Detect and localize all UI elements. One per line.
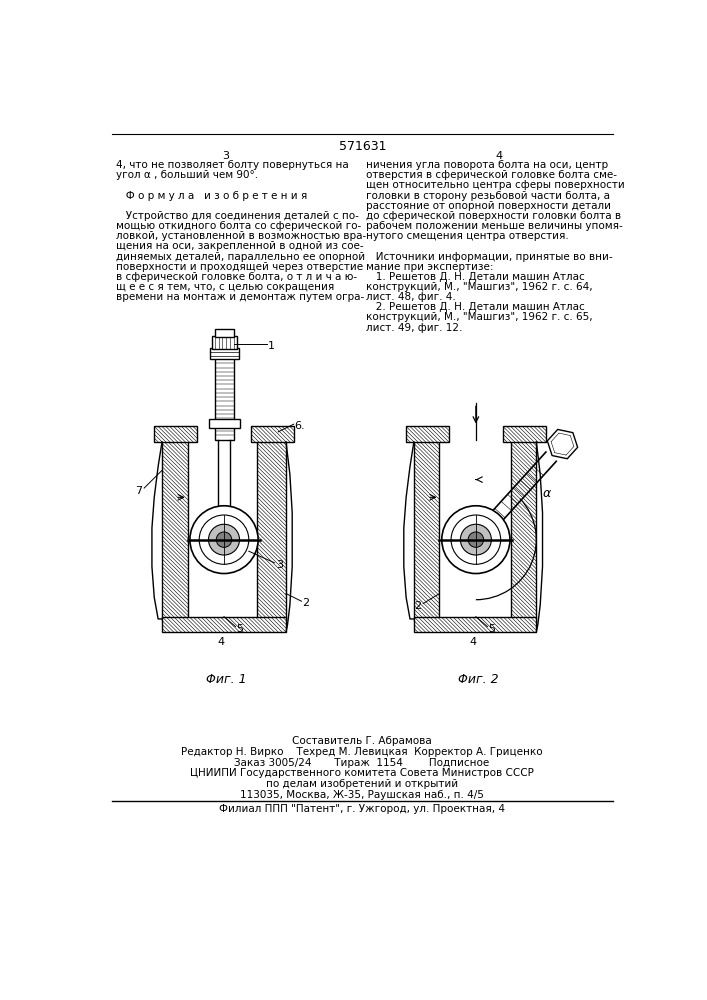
Text: щен относительно центра сферы поверхности: щен относительно центра сферы поверхност… — [366, 180, 624, 190]
Text: головки в сторону резьбовой части болта, а: головки в сторону резьбовой части болта,… — [366, 191, 610, 201]
Text: мощью откидного болта со сферической го-: мощью откидного болта со сферической го- — [115, 221, 361, 231]
Text: ЦНИИПИ Государственного комитета Совета Министров СССР: ЦНИИПИ Государственного комитета Совета … — [190, 768, 534, 778]
Text: 1. Решетов Д. Н. Детали машин Атлас: 1. Решетов Д. Н. Детали машин Атлас — [366, 272, 585, 282]
Text: Филиал ППП "Патент", г. Ужгород, ул. Проектная, 4: Филиал ППП "Патент", г. Ужгород, ул. Про… — [219, 804, 505, 814]
Text: ничения угла поворота болта на оси, центр: ничения угла поворота болта на оси, цент… — [366, 160, 608, 170]
Text: 7: 7 — [135, 486, 142, 496]
Polygon shape — [215, 329, 234, 337]
Polygon shape — [251, 426, 293, 442]
Polygon shape — [414, 617, 537, 632]
Text: нутого смещения центра отверстия.: нутого смещения центра отверстия. — [366, 231, 568, 241]
Text: в сферической головке болта, о т л и ч а ю-: в сферической головке болта, о т л и ч а… — [115, 272, 356, 282]
Text: 4: 4 — [496, 151, 503, 161]
Text: Φиг. 2: Φиг. 2 — [458, 673, 498, 686]
Circle shape — [209, 524, 240, 555]
Text: 4: 4 — [218, 637, 225, 647]
Polygon shape — [414, 440, 440, 620]
Polygon shape — [257, 440, 286, 628]
Text: отверстия в сферической головке болта сме-: отверстия в сферической головке болта см… — [366, 170, 617, 180]
Text: 2. Решетов Д. Н. Детали машин Атлас: 2. Решетов Д. Н. Детали машин Атлас — [366, 302, 585, 312]
Text: 1: 1 — [268, 341, 275, 351]
Polygon shape — [406, 426, 449, 442]
Polygon shape — [510, 440, 537, 628]
Text: 2: 2 — [414, 601, 421, 611]
Text: α: α — [542, 487, 551, 500]
Text: конструкций, М., "Машгиз", 1962 г. с. 65,: конструкций, М., "Машгиз", 1962 г. с. 65… — [366, 312, 592, 322]
Text: 3: 3 — [222, 151, 229, 161]
Text: диняемых деталей, параллельно ее опорной: диняемых деталей, параллельно ее опорной — [115, 252, 365, 262]
Circle shape — [468, 532, 484, 547]
Text: Редактор Н. Вирко    Техред М. Левицкая  Корректор А. Гриценко: Редактор Н. Вирко Техред М. Левицкая Кор… — [181, 747, 543, 757]
Text: времени на монтаж и демонтаж путем огра-: времени на монтаж и демонтаж путем огра- — [115, 292, 363, 302]
Polygon shape — [154, 426, 197, 442]
Polygon shape — [210, 348, 239, 359]
Text: конструкций, М., "Машгиз", 1962 г. с. 64,: конструкций, М., "Машгиз", 1962 г. с. 64… — [366, 282, 592, 292]
Text: 5: 5 — [489, 624, 496, 634]
Text: лист. 49, фиг. 12.: лист. 49, фиг. 12. — [366, 323, 462, 333]
Text: мание при экспертизе:: мание при экспертизе: — [366, 262, 493, 272]
Text: Заказ 3005/24       Тираж  1154        Подписное: Заказ 3005/24 Тираж 1154 Подписное — [234, 758, 489, 768]
Text: 6.: 6. — [295, 421, 305, 431]
Text: Устройство для соединения деталей с по-: Устройство для соединения деталей с по- — [115, 211, 358, 221]
Text: 3: 3 — [276, 560, 283, 570]
Polygon shape — [162, 617, 286, 632]
Circle shape — [460, 524, 491, 555]
Polygon shape — [209, 419, 240, 428]
Text: 2: 2 — [303, 598, 310, 608]
Text: по делам изобретений и открытий: по делам изобретений и открытий — [266, 779, 458, 789]
Polygon shape — [211, 336, 237, 349]
Text: поверхности и проходящей через отверстие: поверхности и проходящей через отверстие — [115, 262, 363, 272]
Text: рабочем положении меньше величины упомя-: рабочем положении меньше величины упомя- — [366, 221, 623, 231]
Text: ловкой, установленной в возможностью вра-: ловкой, установленной в возможностью вра… — [115, 231, 366, 241]
Circle shape — [442, 506, 510, 574]
Text: Составитель Г. Абрамова: Составитель Г. Абрамова — [292, 736, 432, 746]
Circle shape — [190, 506, 258, 574]
Polygon shape — [547, 429, 578, 459]
Text: щения на оси, закрепленной в одной из сое-: щения на оси, закрепленной в одной из со… — [115, 241, 363, 251]
Text: Φиг. 1: Φиг. 1 — [206, 673, 247, 686]
Text: щ е е с я тем, что, с целью сокращения: щ е е с я тем, что, с целью сокращения — [115, 282, 334, 292]
Text: 4, что не позволяет болту повернуться на: 4, что не позволяет болту повернуться на — [115, 160, 349, 170]
Text: Ф о р м у л а   и з о б р е т е н и я: Ф о р м у л а и з о б р е т е н и я — [115, 191, 307, 201]
Circle shape — [216, 532, 232, 547]
Text: лист. 48, фиг. 4.: лист. 48, фиг. 4. — [366, 292, 455, 302]
Text: 5: 5 — [236, 624, 243, 634]
Text: расстояние от опорной поверхности детали: расстояние от опорной поверхности детали — [366, 201, 611, 211]
Text: до сферической поверхности головки болта в: до сферической поверхности головки болта… — [366, 211, 621, 221]
Text: Источники информации, принятые во вни-: Источники информации, принятые во вни- — [366, 252, 612, 262]
Text: угол α , больший чем 90°.: угол α , больший чем 90°. — [115, 170, 257, 180]
Polygon shape — [503, 426, 546, 442]
Text: 571631: 571631 — [339, 140, 386, 153]
Text: 4: 4 — [469, 637, 477, 647]
Text: 113035, Москва, Ж-35, Раушская наб., п. 4/5: 113035, Москва, Ж-35, Раушская наб., п. … — [240, 790, 484, 800]
Polygon shape — [162, 440, 187, 620]
Polygon shape — [215, 357, 234, 440]
